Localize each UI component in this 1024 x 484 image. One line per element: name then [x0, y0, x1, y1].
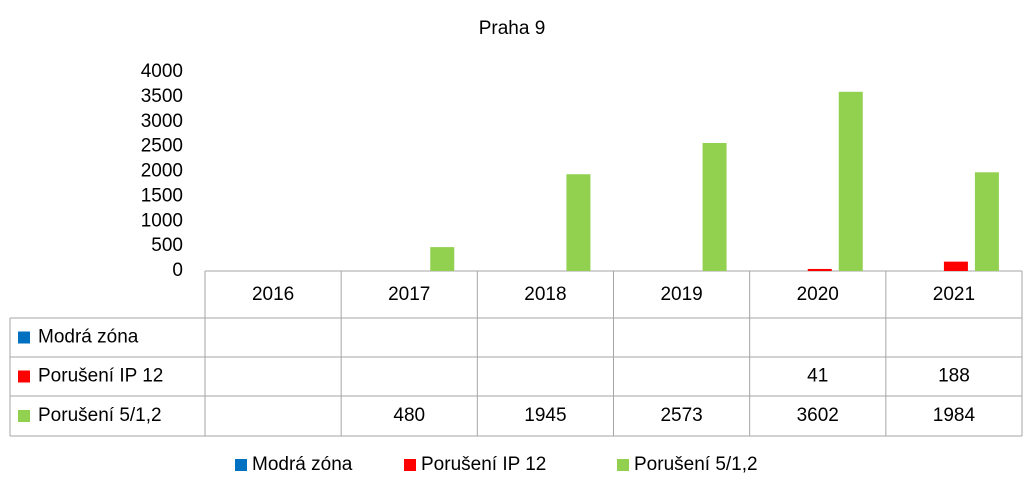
- legend-label: Porušení IP 12: [421, 454, 546, 475]
- table-row-label: Modrá zóna: [38, 327, 139, 348]
- legend-key: [235, 459, 247, 471]
- bar: [566, 174, 591, 271]
- table-value: 2573: [660, 405, 702, 426]
- y-tick-label: 1000: [141, 210, 183, 231]
- legend-key: [617, 459, 629, 471]
- bar: [807, 268, 832, 271]
- y-tick-label: 500: [151, 235, 183, 256]
- bar: [943, 261, 968, 271]
- legend-label: Porušení 5/1,2: [634, 454, 758, 475]
- y-tick-label: 1500: [141, 185, 183, 206]
- table-legend-key: [18, 370, 30, 383]
- y-tick-label: 2000: [141, 161, 183, 182]
- x-tick-label: 2016: [252, 284, 294, 305]
- legend-label: Modrá zóna: [252, 454, 353, 475]
- bar: [702, 142, 727, 271]
- y-tick-label: 4000: [141, 61, 183, 82]
- bar: [974, 172, 999, 271]
- table-value: 1945: [524, 405, 566, 426]
- legend-key: [404, 459, 416, 471]
- y-tick-label: 2500: [141, 136, 183, 157]
- table-value: 3602: [797, 405, 839, 426]
- table-value: 188: [938, 366, 970, 387]
- bar: [430, 247, 455, 271]
- x-tick-label: 2019: [660, 284, 702, 305]
- table-row-label: Porušení IP 12: [38, 366, 163, 387]
- table-value: 1984: [933, 405, 976, 426]
- chart-title: Praha 9: [479, 18, 546, 39]
- table-legend-key: [18, 331, 30, 344]
- x-tick-label: 2017: [388, 284, 430, 305]
- y-tick-label: 0: [172, 260, 183, 281]
- y-tick-label: 3500: [141, 86, 183, 107]
- x-tick-label: 2018: [524, 284, 566, 305]
- bar: [838, 91, 863, 271]
- table-legend-key: [18, 410, 30, 422]
- table-row-label: Porušení 5/1,2: [38, 405, 162, 426]
- x-tick-label: 2021: [933, 284, 975, 305]
- table-value: 480: [393, 405, 425, 426]
- y-tick-label: 3000: [141, 111, 183, 132]
- table-value: 41: [807, 366, 828, 387]
- x-tick-label: 2020: [797, 284, 839, 305]
